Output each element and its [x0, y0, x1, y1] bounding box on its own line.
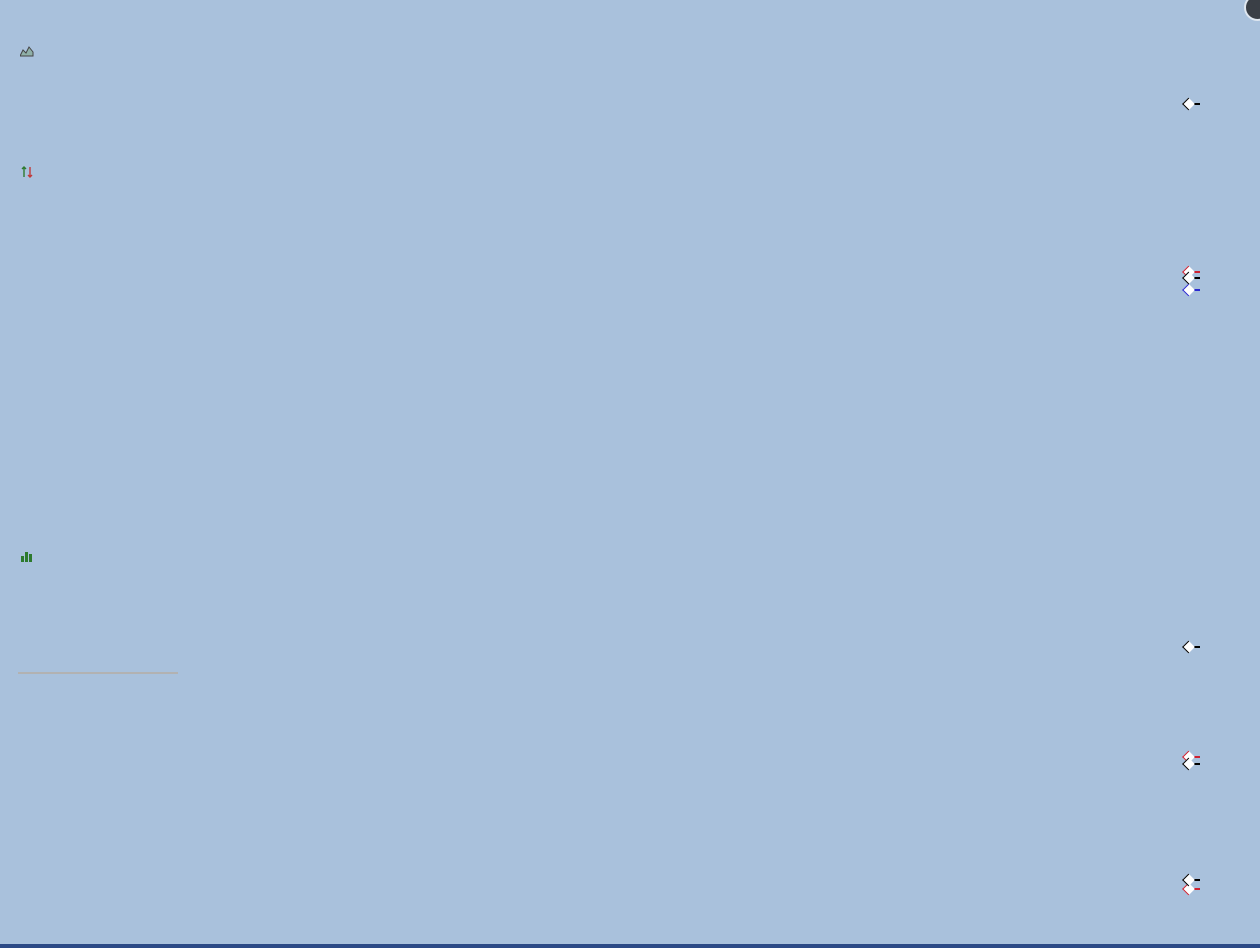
- sto-k-tag: [1187, 879, 1200, 881]
- crosshair-tooltip: [18, 672, 178, 674]
- chart-header: [18, 4, 30, 24]
- area-chart-icon: [19, 46, 34, 62]
- candlestick-icon: [21, 166, 34, 182]
- quote-line: [1118, 23, 1212, 39]
- macd-line-tag: [1187, 763, 1200, 765]
- ma50-tag: [1187, 289, 1200, 291]
- bottom-bar: [0, 944, 1260, 948]
- volume-panel-label: [20, 550, 37, 567]
- volume-value-tag: [1187, 646, 1200, 648]
- corner-circle-button[interactable]: [1244, 0, 1260, 21]
- rsi-panel-label: [19, 45, 38, 62]
- volume-bars-icon: [20, 551, 33, 567]
- close-price-tag: [1187, 277, 1200, 279]
- sto-d-tag: [1187, 888, 1200, 890]
- rsi-value-tag: [1187, 103, 1200, 105]
- main-panel-legend: [21, 166, 34, 183]
